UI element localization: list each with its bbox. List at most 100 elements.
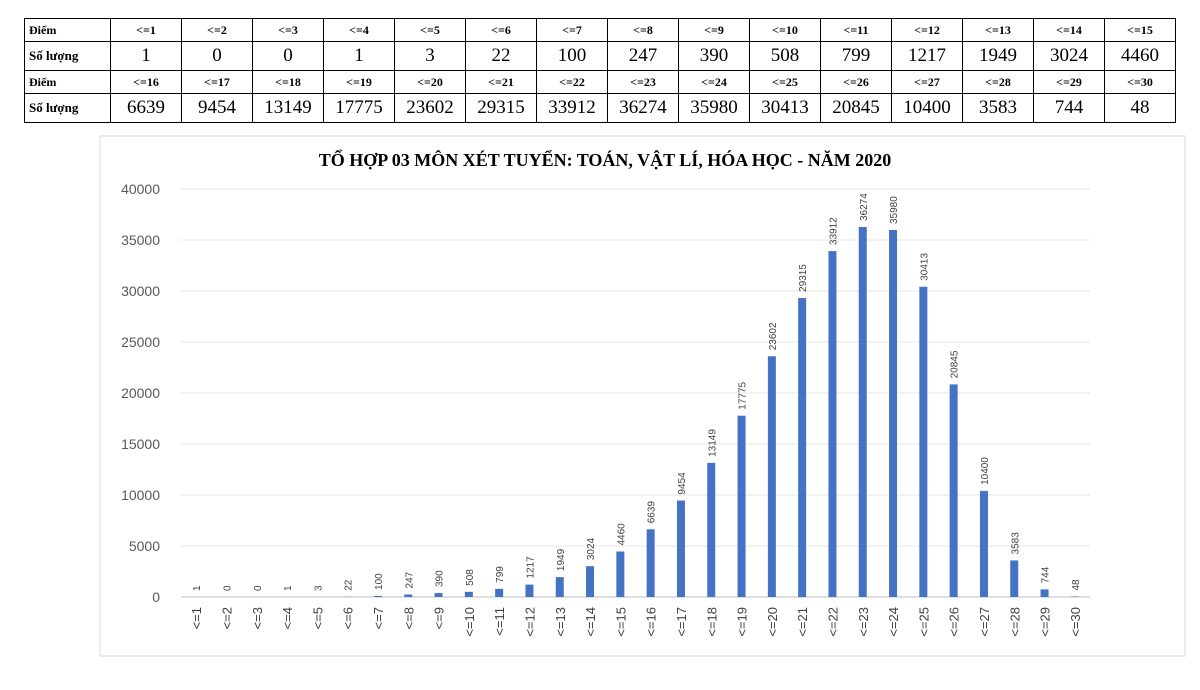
data-label: 1217 [525, 556, 536, 579]
x-tick-label: <=28 [1007, 607, 1022, 637]
score-cell: <=15 [1104, 18, 1176, 42]
count-cell: 10400 [891, 93, 963, 123]
bar [737, 415, 746, 597]
score-cell: <=9 [678, 18, 750, 42]
count-cell: 30413 [749, 93, 821, 123]
score-cell: <=6 [465, 18, 537, 42]
count-cell: 20845 [820, 93, 892, 123]
row-header: Số lượng [24, 41, 111, 71]
count-cell: 9454 [181, 93, 253, 123]
x-tick-label: <=10 [462, 607, 477, 637]
y-tick-label: 0 [152, 589, 160, 605]
bar [586, 566, 595, 597]
x-tick-label: <=17 [674, 607, 689, 637]
score-cell: <=13 [962, 18, 1034, 42]
y-tick-label: 30000 [121, 283, 160, 299]
data-label: 17775 [738, 381, 749, 409]
x-tick-label: <=8 [401, 607, 416, 629]
data-label: 100 [374, 573, 385, 590]
data-label: 9454 [677, 472, 688, 495]
x-tick-label: <=6 [341, 607, 356, 629]
bar [1040, 589, 1049, 597]
data-label: 0 [253, 585, 264, 591]
count-cell: 1217 [891, 41, 963, 71]
score-cell: <=7 [536, 18, 608, 42]
chart-frame [99, 135, 1186, 657]
x-tick-label: <=11 [492, 607, 507, 636]
score-cell: <=24 [678, 70, 750, 94]
x-tick-label: <=9 [432, 607, 447, 629]
y-tick-label: 25000 [121, 334, 160, 350]
score-cell: <=28 [962, 70, 1034, 94]
bar [889, 230, 898, 597]
bar [798, 297, 807, 597]
count-cell: 100 [536, 41, 608, 71]
x-tick-label: <=5 [310, 607, 325, 629]
count-cell: 17775 [323, 93, 395, 123]
score-cell: <=30 [1104, 70, 1176, 94]
score-cell: <=1 [110, 18, 182, 42]
data-label: 20845 [950, 350, 961, 378]
count-cell: 744 [1033, 93, 1105, 123]
data-label: 36274 [859, 193, 870, 221]
count-cell: 6639 [110, 93, 182, 123]
score-table: Điểm <=1 <=2 <=3 <=4 <=5 <=6 <=7 <=8 <=9 <=10 <=11 <… [24, 18, 1176, 123]
y-tick-label: 10000 [121, 487, 160, 503]
x-tick-label: <=18 [704, 607, 719, 637]
score-cell: <=27 [891, 70, 963, 94]
data-label: 390 [435, 570, 446, 587]
x-tick-label: <=12 [522, 607, 537, 637]
x-tick-label: <=3 [250, 607, 265, 629]
x-tick-label: <=16 [644, 607, 659, 637]
x-tick-label: <=23 [856, 607, 871, 637]
score-cell: <=11 [820, 18, 892, 42]
data-label: 29315 [798, 264, 809, 292]
data-label: 1949 [556, 548, 567, 571]
data-label: 1 [283, 585, 294, 591]
score-cell: <=18 [252, 70, 324, 94]
count-cell: 29315 [465, 93, 537, 123]
bar [919, 286, 928, 597]
count-cell: 48 [1104, 93, 1176, 123]
x-tick-label: <=29 [1038, 607, 1053, 637]
bar [616, 551, 625, 597]
bar [949, 384, 958, 597]
x-tick-label: <=7 [371, 607, 386, 629]
data-label: 799 [495, 566, 506, 583]
x-tick-label: <=30 [1068, 607, 1083, 637]
score-cell: <=3 [252, 18, 324, 42]
count-cell: 33912 [536, 93, 608, 123]
bar [495, 588, 504, 597]
data-label: 10400 [980, 457, 991, 485]
data-label: 4460 [616, 523, 627, 546]
score-cell: <=14 [1033, 18, 1105, 42]
bar [464, 591, 473, 597]
score-cell: <=10 [749, 18, 821, 42]
data-label: 3024 [586, 537, 597, 560]
bar [707, 462, 716, 597]
y-tick-label: 35000 [121, 232, 160, 248]
count-row: Số lượng 1 0 0 1 3 22 100 247 390 508 799 1217 1949 30… [24, 41, 1176, 71]
bar [525, 584, 534, 597]
count-cell: 22 [465, 41, 537, 71]
data-label: 6639 [647, 501, 658, 524]
x-tick-label: <=2 [219, 607, 234, 629]
bar [828, 251, 837, 597]
bar [373, 595, 382, 597]
score-cell: <=19 [323, 70, 395, 94]
data-label: 35980 [889, 196, 900, 224]
count-cell: 0 [181, 41, 253, 71]
data-label: 13149 [707, 429, 718, 457]
score-row: Điểm <=1 <=2 <=3 <=4 <=5 <=6 <=7 <=8 <=9 <=10 <=11 <… [24, 18, 1176, 42]
x-tick-label: <=20 [765, 607, 780, 637]
score-cell: <=8 [607, 18, 679, 42]
data-label: 1 [192, 585, 203, 591]
x-tick-label: <=15 [613, 607, 628, 637]
x-tick-label: <=13 [553, 607, 568, 637]
bar [858, 227, 867, 598]
bar [676, 500, 685, 597]
count-cell: 3583 [962, 93, 1034, 123]
count-cell: 13149 [252, 93, 324, 123]
x-tick-label: <=21 [795, 607, 810, 637]
data-label: 23602 [768, 322, 779, 350]
